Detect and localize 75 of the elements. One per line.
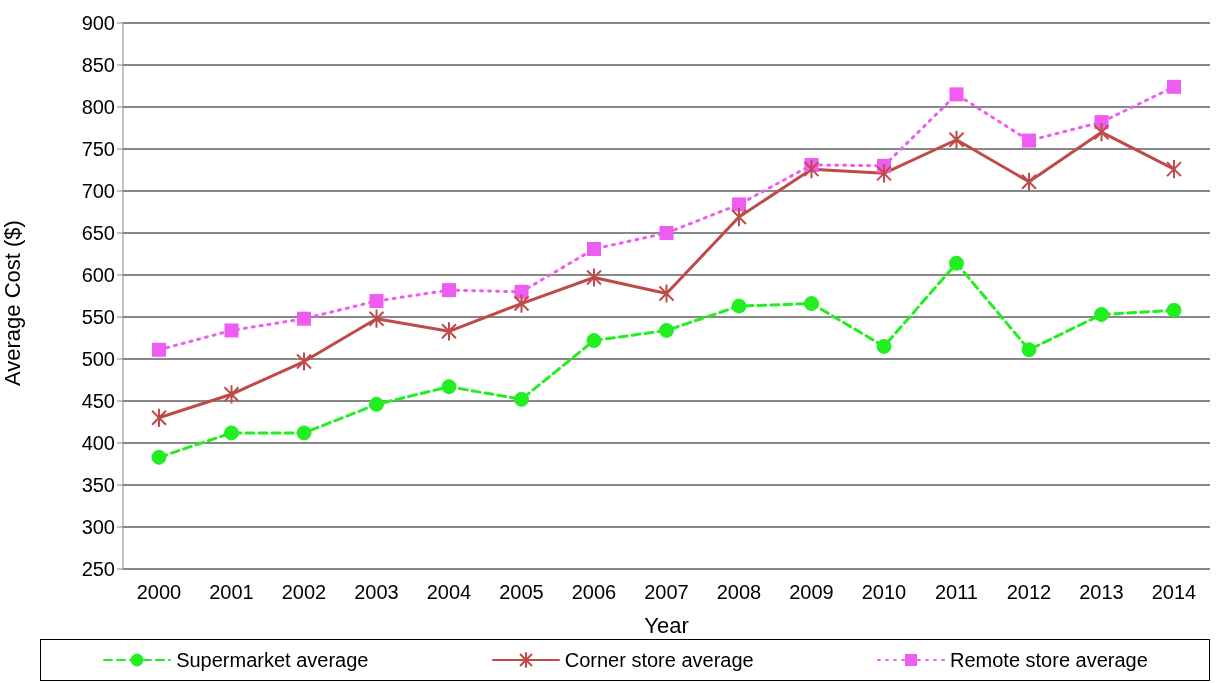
x-axis-title: Year [644, 613, 689, 638]
point [1166, 159, 1182, 180]
y-tick-label: 250 [81, 558, 115, 581]
point [949, 255, 964, 271]
y-tick-label: 800 [81, 96, 115, 119]
point [441, 321, 457, 342]
y-tick-label: 650 [81, 222, 115, 245]
y-tick-label: 750 [81, 138, 115, 161]
point [152, 342, 166, 357]
point [731, 298, 747, 314]
legend-label: Remote store average [949, 648, 1148, 672]
point [1094, 306, 1109, 322]
point [296, 425, 312, 441]
point [224, 425, 239, 441]
legend-label: Supermarket average [176, 648, 369, 672]
point [1021, 171, 1037, 192]
point [1167, 79, 1181, 94]
point [1093, 122, 1110, 143]
point [587, 241, 601, 256]
point [948, 129, 965, 150]
x-tick-label: 2009 [789, 581, 834, 604]
point [876, 163, 892, 184]
y-tick-label: 400 [81, 432, 115, 455]
point [368, 308, 385, 329]
point [442, 283, 456, 298]
point [1166, 302, 1182, 318]
point [804, 296, 819, 312]
point [949, 87, 964, 102]
point [586, 267, 602, 288]
x-tick-label: 2004 [426, 581, 472, 604]
point [223, 384, 240, 405]
point [659, 226, 674, 240]
point [586, 333, 602, 349]
y-tick-label: 600 [81, 264, 115, 287]
y-tick-label: 900 [81, 12, 115, 35]
x-tick-label: 2013 [1079, 581, 1124, 604]
point [369, 294, 384, 309]
point [1022, 133, 1036, 148]
y-axis-title: Average Cost ($) [0, 220, 25, 386]
legend-label: Corner store average [564, 648, 754, 672]
y-tick-label: 450 [81, 390, 115, 413]
y-tick-label: 350 [81, 474, 115, 497]
point [513, 293, 530, 314]
x-tick-label: 2005 [499, 581, 544, 604]
y-tick-label: 700 [81, 180, 115, 203]
point [1021, 342, 1037, 358]
point [151, 449, 167, 465]
point [876, 338, 892, 354]
point [803, 159, 820, 180]
x-tick-label: 2001 [209, 581, 254, 604]
x-tick-label: 2000 [136, 581, 182, 604]
x-tick-label: 2012 [1006, 581, 1052, 604]
point [369, 396, 384, 412]
y-tick-label: 500 [81, 348, 115, 371]
point [732, 197, 746, 212]
x-tick-label: 2008 [716, 581, 762, 604]
x-tick-label: 2007 [644, 581, 689, 604]
x-tick-label: 2006 [571, 581, 617, 604]
point [514, 391, 529, 407]
point [296, 351, 312, 372]
y-tick-label: 850 [81, 54, 115, 77]
x-tick-label: 2003 [354, 581, 399, 604]
point [731, 206, 747, 228]
x-tick-label: 2010 [861, 581, 907, 604]
point [297, 311, 311, 326]
point [151, 407, 167, 428]
x-tick-label: 2011 [934, 581, 979, 604]
point [441, 379, 457, 395]
y-tick-label: 550 [81, 306, 115, 329]
x-tick-label: 2002 [281, 581, 327, 604]
x-tick-label: 2014 [1151, 581, 1197, 604]
point [659, 322, 674, 338]
point [658, 283, 675, 304]
point [224, 323, 239, 338]
y-tick-label: 300 [81, 516, 115, 539]
